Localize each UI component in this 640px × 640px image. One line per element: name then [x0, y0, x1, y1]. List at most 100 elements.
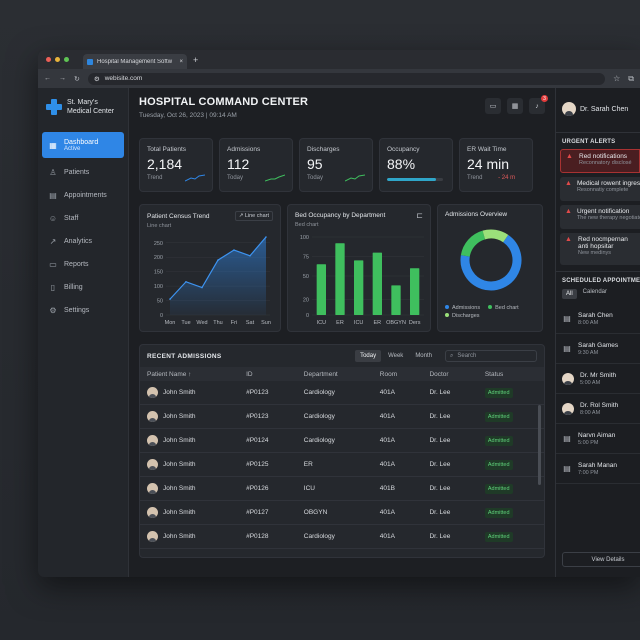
appointment-name: Sarah Manan: [578, 461, 618, 469]
appointment-item[interactable]: ▤ Sarah Manan 7:00 PM: [556, 454, 640, 484]
maximize-window-icon[interactable]: [64, 57, 69, 62]
close-tab-icon[interactable]: ×: [179, 58, 183, 65]
alert-subtitle: New medinys: [578, 250, 612, 256]
appointment-item[interactable]: Dr. Mr Smith 5:00 AM: [556, 364, 640, 394]
stat-card-occupancy[interactable]: Occupancy 88%: [379, 138, 453, 192]
alert-item[interactable]: ▲ Urgent notification The new therapy nego…: [560, 205, 640, 229]
cell-text: 401A: [379, 509, 395, 516]
cell-text: ER: [303, 461, 313, 468]
appointment-item[interactable]: ▤ Sarah Chen 8:00 AM: [556, 304, 640, 334]
table-row[interactable]: John Smith #P0127 OBGYN 401A Dr. Lee Admitted: [140, 500, 544, 525]
brand-name-line2: Medical Center: [67, 108, 115, 115]
cell-patient-name: John Smith: [140, 524, 240, 549]
site-info-icon[interactable]: ⚙: [93, 75, 100, 83]
occupancy-bar: [372, 252, 382, 315]
back-icon[interactable]: ←: [44, 75, 51, 82]
sidebar-item-dashboard[interactable]: ▦ Dashboard Active: [42, 132, 124, 158]
column-header-id[interactable]: ID: [239, 367, 297, 381]
chart-type-chip[interactable]: ↗ Line chart: [234, 211, 273, 221]
stat-footer: Today: [227, 175, 244, 181]
stats-row: Total Patients 2,184 Trend Admissions 11…: [139, 138, 545, 192]
column-header-room[interactable]: Room: [372, 367, 423, 381]
table-title: RECENT ADMISSIONS: [147, 352, 222, 360]
table-row[interactable]: John Smith #P0124 Cardiology 401A Dr. Lee Adm…: [140, 428, 544, 453]
view-details-button[interactable]: View Details: [562, 552, 640, 567]
sidebar-item-staff[interactable]: ☺ Staff: [42, 209, 124, 227]
search-input[interactable]: ⌕ Search: [445, 350, 537, 362]
appointment-item[interactable]: ▤ Narvn Aiman 5:00 PM: [556, 424, 640, 454]
grid-icon[interactable]: ▦: [507, 98, 523, 114]
sidebar-item-appointments[interactable]: ▤ Appointments: [42, 186, 124, 204]
table-row[interactable]: John Smith #P0126 ICU 401B Dr. Lee Admitted: [140, 476, 544, 501]
appointment-item[interactable]: Dr. Rol Smith 8:00 AM: [556, 394, 640, 424]
cell-text: Cardiology: [303, 437, 335, 444]
alert-item[interactable]: ▲ Red notifications Reconnatory disclosé: [560, 149, 640, 173]
bell-icon[interactable]: ♪ 3: [529, 95, 548, 114]
cell-text: John Smith: [163, 533, 196, 541]
alert-item[interactable]: ▲ Medical rowent ingress Resonnatiy comple…: [560, 177, 640, 201]
appointment-time: 5:00 AM: [580, 379, 601, 386]
admissions-overview-card: Admissions Overview Admissions Bed chart D…: [437, 204, 543, 332]
alerts-heading: URGENT ALERTS: [562, 139, 616, 145]
appointment-item[interactable]: ▤ Sarah Games 9:30 AM: [556, 334, 640, 364]
cell-patient-name: John Smith: [140, 500, 240, 525]
tab-calendar[interactable]: Calendar: [582, 289, 608, 295]
chart-title: Patient Census Trend: [147, 212, 210, 220]
minimize-window-icon[interactable]: [55, 57, 60, 62]
filter-month[interactable]: Month: [415, 353, 432, 359]
cell-text: #P0124: [246, 437, 269, 444]
cell-text: Cardiology: [303, 413, 335, 420]
extensions-icon[interactable]: ⧉: [628, 73, 634, 83]
alert-item[interactable]: ▲ Red nocmpernan anti hopsitar New medinys: [560, 233, 640, 265]
browser-tab[interactable]: Hospital Management Softw ×: [83, 54, 187, 69]
filter-week[interactable]: Week: [388, 353, 404, 359]
stat-card-admissions[interactable]: Admissions 112 Today: [219, 138, 293, 192]
table-scrollbar[interactable]: [538, 405, 541, 485]
stat-card-er-wait-time[interactable]: ER Wait Time 24 min Trend - 24 m: [459, 138, 533, 192]
table-row[interactable]: John Smith #P0123 Cardiology 401A Dr. Lee Adm…: [140, 404, 544, 429]
column-header-status[interactable]: Status: [477, 367, 544, 381]
legend-label: Bed chart: [495, 305, 519, 311]
new-tab-icon[interactable]: +: [193, 54, 199, 65]
sidebar-item-label: Dashboard: [64, 138, 99, 146]
address-bar[interactable]: ⚙ webisite.com: [87, 72, 606, 85]
sidebar-item-patients[interactable]: ♙ Patients: [42, 163, 124, 181]
sidebar-item-label: Analytics: [64, 237, 93, 245]
column-header-department[interactable]: Department: [296, 367, 373, 381]
doctor-avatar: [562, 372, 574, 385]
brand-name-line1: St. Mary's: [67, 99, 98, 106]
analytics-icon: ↗: [49, 236, 57, 246]
sidebar-item-billing[interactable]: ▯ Billing: [42, 278, 124, 296]
donut-legend: Admissions Bed chart Discharges: [445, 305, 541, 319]
census-area: [170, 237, 266, 315]
sidebar-item-settings[interactable]: ⚙ Settings: [42, 301, 124, 319]
cell-text: 401A: [379, 533, 395, 540]
doctor-avatar: [562, 402, 574, 415]
stat-card-total-patients[interactable]: Total Patients 2,184 Trend: [139, 138, 213, 192]
forward-icon[interactable]: →: [59, 75, 66, 82]
bookmark-star-icon[interactable]: ☆: [613, 73, 621, 83]
sidebar-item-analytics[interactable]: ↗ Analytics: [42, 232, 124, 250]
stat-label: ER Wait Time: [467, 146, 507, 153]
tab-all[interactable]: All: [562, 289, 577, 299]
close-window-icon[interactable]: [46, 57, 51, 62]
notification-badge: 3: [541, 95, 548, 102]
cell-doctor: Dr. Lee: [422, 500, 478, 525]
column-header-doctor[interactable]: Doctor: [422, 367, 478, 381]
appointment-name: Dr. Rol Smith: [580, 401, 619, 409]
column-header-patient[interactable]: Patient Name ↑: [140, 367, 240, 381]
table-row[interactable]: John Smith #P0123 Cardiology 401A Dr. Lee Adm…: [140, 381, 544, 405]
sidebar-item-reports[interactable]: ▭ Reports: [42, 255, 124, 273]
y-tick-label: 0: [160, 313, 163, 319]
cell-doctor: Dr. Lee: [422, 524, 478, 549]
chat-icon[interactable]: ▭: [485, 98, 501, 114]
table-row[interactable]: John Smith #P0125 ER 401A Dr. Lee Admitted: [140, 452, 544, 477]
x-tick-label: Ders: [409, 320, 421, 326]
table-row[interactable]: John Smith #P0128 Cardiology 401A Dr. Lee Adm…: [140, 524, 544, 549]
y-tick-label: 50: [303, 274, 309, 280]
user-profile[interactable]: Dr. Sarah Chen: [556, 88, 640, 130]
reload-icon[interactable]: ↻: [74, 75, 80, 83]
filter-today[interactable]: Today: [355, 350, 382, 362]
page-header: HOSPITAL COMMAND CENTER Tuesday, Oct 26,…: [139, 95, 548, 132]
stat-card-discharges[interactable]: Discharges 95 Today: [299, 138, 373, 192]
